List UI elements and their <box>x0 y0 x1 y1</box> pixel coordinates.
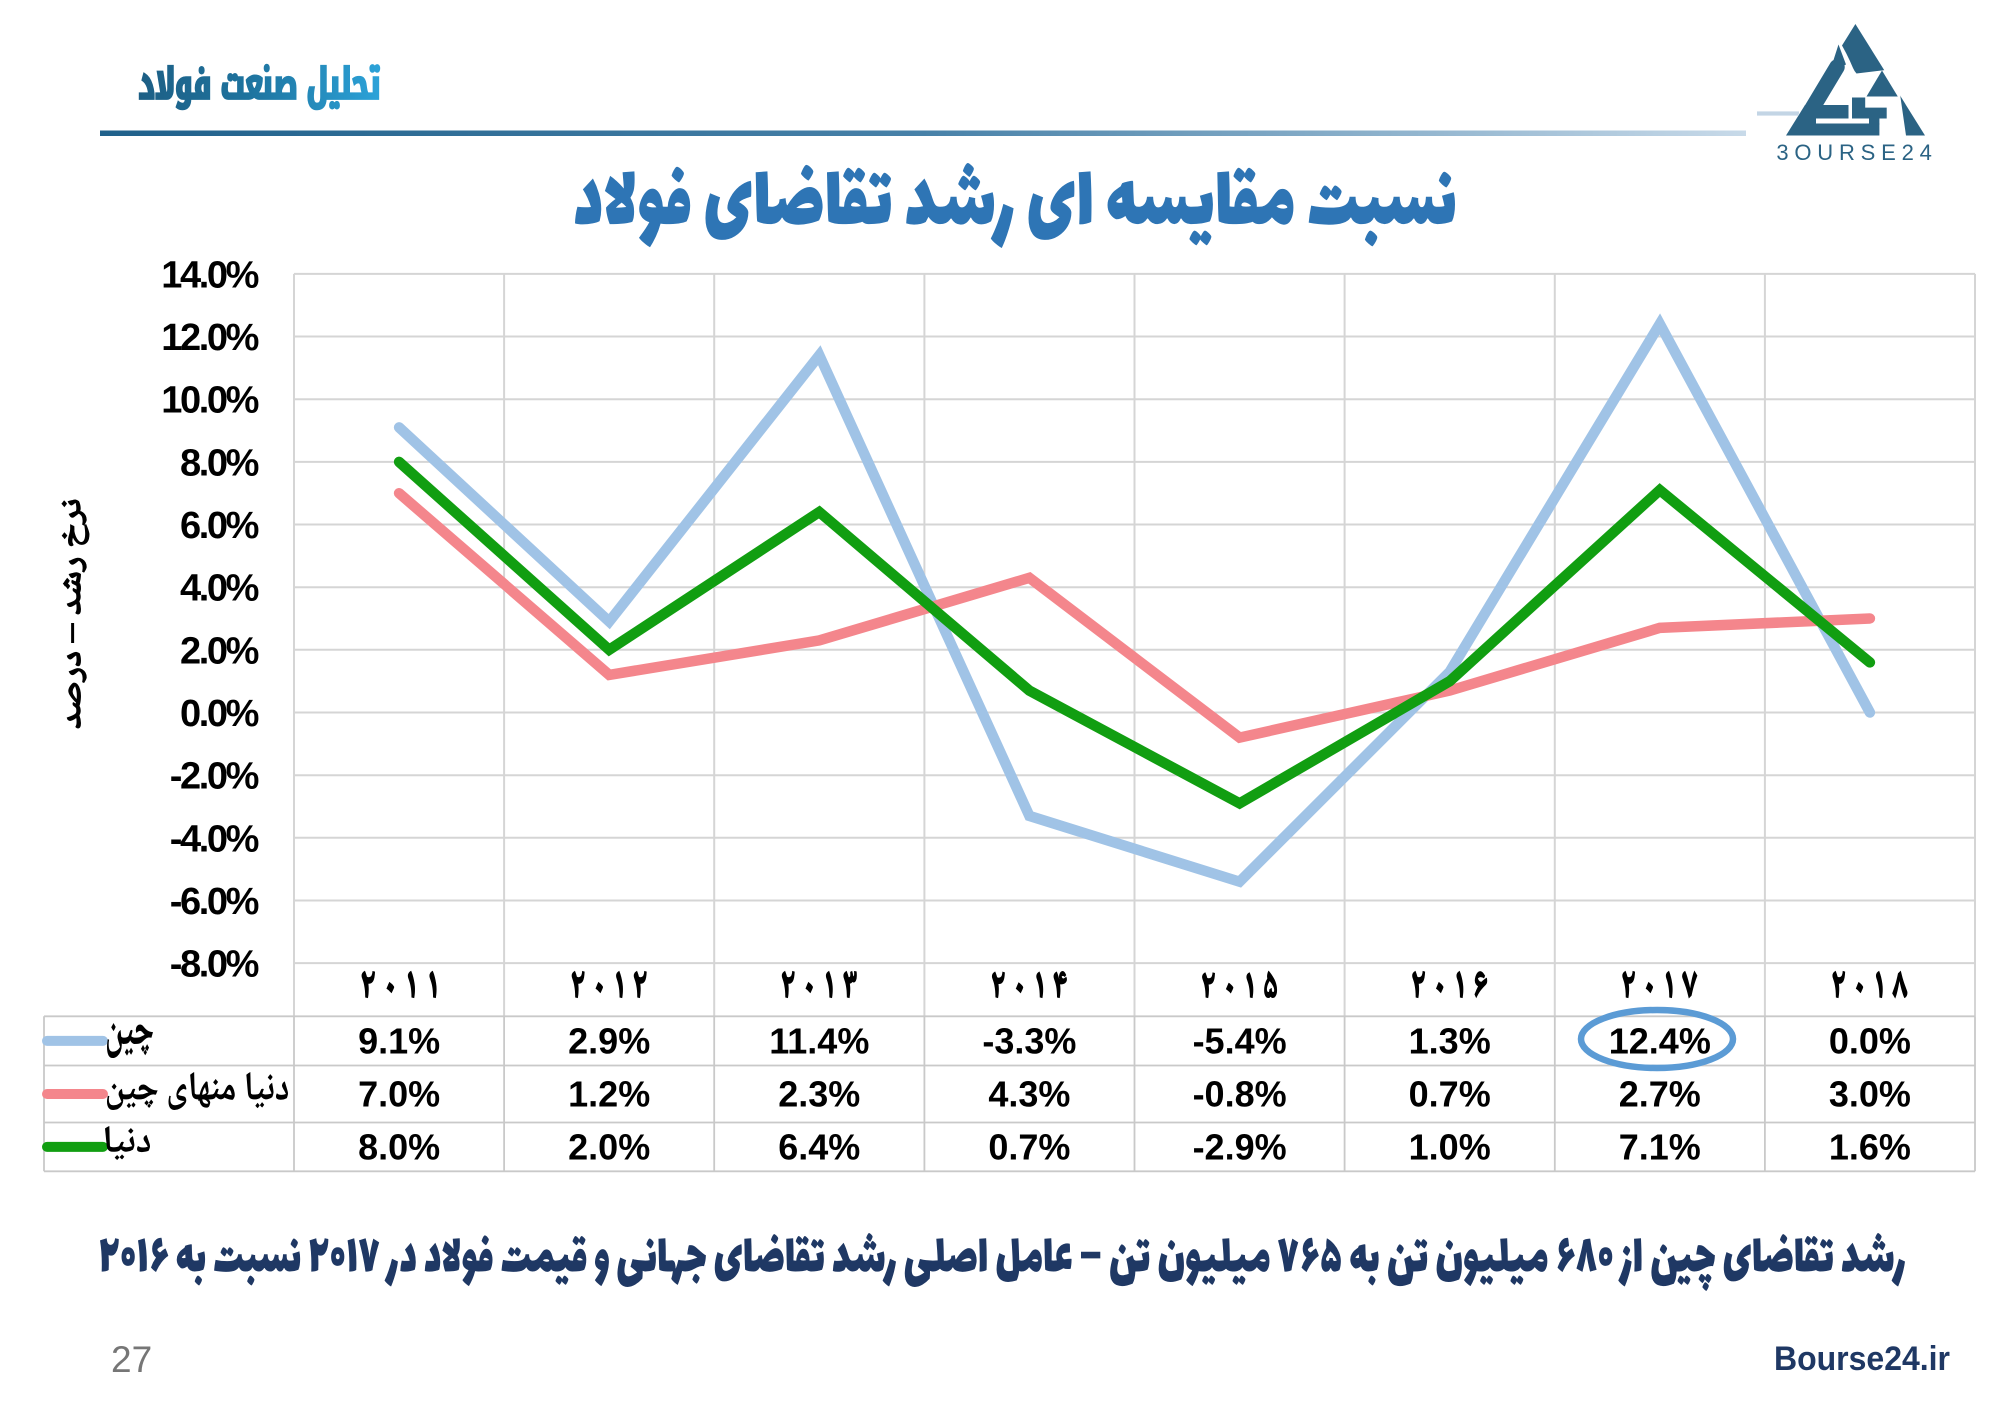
svg-text:12.4%: 12.4% <box>1609 1020 1711 1061</box>
svg-text:0.7%: 0.7% <box>1409 1074 1491 1115</box>
svg-text:2.7%: 2.7% <box>1619 1074 1701 1115</box>
svg-text:7.1%: 7.1% <box>1619 1126 1701 1167</box>
svg-text:8.0%: 8.0% <box>180 442 259 484</box>
svg-text:2.3%: 2.3% <box>778 1074 860 1115</box>
svg-text:1.6%: 1.6% <box>1829 1126 1911 1167</box>
svg-text:-3.3%: -3.3% <box>982 1020 1076 1061</box>
svg-text:2.0%: 2.0% <box>568 1126 650 1167</box>
svg-text:14.0%: 14.0% <box>161 254 258 296</box>
svg-text:2.0%: 2.0% <box>180 630 259 672</box>
svg-text:4.3%: 4.3% <box>988 1074 1070 1115</box>
svg-text:4.0%: 4.0% <box>180 568 259 610</box>
svg-text:-4.0%: -4.0% <box>170 818 259 860</box>
svg-text:0.0%: 0.0% <box>1829 1020 1911 1061</box>
svg-text:-2.0%: -2.0% <box>170 756 259 798</box>
svg-text:12.0%: 12.0% <box>161 317 258 359</box>
svg-text:10.0%: 10.0% <box>161 380 258 422</box>
svg-text:27: 27 <box>111 1339 152 1380</box>
svg-text:-5.4%: -5.4% <box>1193 1020 1287 1061</box>
svg-text:11.4%: 11.4% <box>769 1020 869 1061</box>
svg-text:1.0%: 1.0% <box>1409 1126 1491 1167</box>
svg-text:-0.8%: -0.8% <box>1193 1074 1287 1115</box>
svg-text:1.3%: 1.3% <box>1409 1020 1491 1061</box>
svg-text:0.7%: 0.7% <box>988 1126 1070 1167</box>
svg-text:6.0%: 6.0% <box>180 505 259 547</box>
svg-text:3OURSE24: 3OURSE24 <box>1776 140 1937 165</box>
svg-text:8.0%: 8.0% <box>358 1126 440 1167</box>
svg-text:Bourse24.ir: Bourse24.ir <box>1774 1340 1950 1378</box>
svg-text:1.2%: 1.2% <box>568 1074 650 1115</box>
svg-text:3.0%: 3.0% <box>1829 1074 1911 1115</box>
svg-text:0.0%: 0.0% <box>180 693 259 735</box>
svg-text:7.0%: 7.0% <box>358 1074 440 1115</box>
svg-text:-8.0%: -8.0% <box>170 944 259 986</box>
svg-text:6.4%: 6.4% <box>778 1126 860 1167</box>
svg-text:-6.0%: -6.0% <box>170 881 259 923</box>
svg-text:9.1%: 9.1% <box>358 1020 440 1061</box>
svg-text:2.9%: 2.9% <box>568 1020 650 1061</box>
svg-text:-2.9%: -2.9% <box>1193 1126 1287 1167</box>
